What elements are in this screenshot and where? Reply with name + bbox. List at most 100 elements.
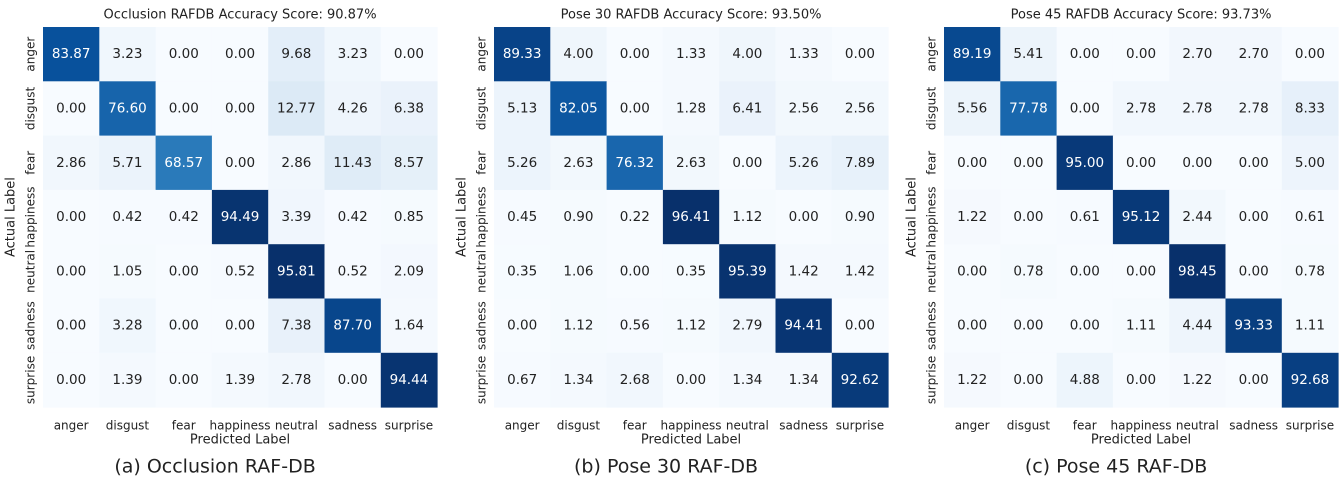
- y-axis-label: Actual Label: [4, 177, 19, 257]
- cell-label: 0.78: [1295, 263, 1325, 279]
- cell-label: 4.00: [732, 46, 762, 62]
- heatmap-cell: [99, 189, 157, 245]
- cell-label: 0.00: [957, 155, 987, 171]
- cell-label: 0.00: [1013, 209, 1043, 225]
- heatmap-cell: [99, 352, 157, 408]
- x-tick-label: anger: [54, 419, 89, 433]
- cell-label: 0.00: [620, 46, 650, 62]
- heatmap-cell: [155, 135, 213, 191]
- cell-label: 2.78: [1182, 100, 1212, 116]
- x-axis-label: Predicted Label: [641, 433, 741, 448]
- heatmap-cell: [662, 189, 720, 245]
- y-tick-label: disgust: [24, 86, 38, 130]
- heatmap-cell: [1169, 298, 1226, 354]
- cell-label: 0.45: [507, 209, 537, 225]
- x-tick-label: sadness: [1229, 419, 1278, 433]
- cell-label: 94.49: [221, 209, 260, 225]
- heatmap-cell: [831, 352, 889, 408]
- heatmap-cell: [155, 244, 213, 299]
- heatmap-cell: [1000, 298, 1058, 354]
- cell-label: 94.41: [784, 318, 823, 334]
- cell-label: 0.00: [394, 46, 424, 62]
- cell-label: 1.22: [957, 372, 987, 388]
- heatmap-cell: [719, 27, 776, 82]
- heatmap-cell: [662, 135, 720, 191]
- heatmap-cell: [1225, 352, 1283, 408]
- cell-label: 2.44: [1182, 209, 1212, 225]
- cell-label: 76.60: [108, 100, 147, 116]
- cell-label: 0.00: [845, 46, 875, 62]
- cell-label: 1.33: [789, 46, 819, 62]
- cell-label: 11.43: [333, 155, 372, 171]
- heatmap-cell: [662, 27, 720, 82]
- cell-label: 0.90: [563, 209, 593, 225]
- heatmap-cell: [268, 244, 325, 299]
- cell-label: 0.00: [1013, 372, 1043, 388]
- cell-label: 1.06: [563, 263, 593, 279]
- y-tick-label: sadness: [925, 301, 939, 350]
- cell-label: 0.61: [1295, 209, 1325, 225]
- chart-title: Pose 45 RAFDB Accuracy Score: 93.73%: [1011, 8, 1272, 23]
- cell-label: 0.00: [957, 263, 987, 279]
- cell-label: 0.00: [1070, 318, 1100, 334]
- caption: (c) Pose 45 RAF-DB: [1025, 456, 1207, 478]
- heatmap-cell: [494, 27, 551, 82]
- heatmap-cell: [43, 27, 100, 82]
- heatmap-cell: [662, 244, 720, 299]
- cell-label: 4.44: [1182, 318, 1212, 334]
- cell-label: 2.78: [1126, 100, 1156, 116]
- cell-label: 8.33: [1295, 100, 1325, 116]
- y-tick-label: disgust: [925, 86, 939, 130]
- cell-label: 0.35: [507, 263, 537, 279]
- heatmap-cell: [494, 81, 551, 137]
- y-tick-label: disgust: [475, 86, 489, 130]
- heatmap-cell: [380, 189, 438, 245]
- x-tick-label: anger: [955, 419, 990, 433]
- heatmap-cell: [211, 135, 269, 191]
- x-tick-label: happiness: [1111, 419, 1172, 433]
- heatmap-cell: [211, 298, 269, 354]
- x-tick-label: fear: [623, 419, 647, 433]
- cell-label: 0.00: [1126, 372, 1156, 388]
- cell-label: 92.68: [1291, 372, 1330, 388]
- y-tick-label: neutral: [925, 250, 939, 293]
- x-tick-label: anger: [505, 419, 540, 433]
- heatmap-cell: [1225, 244, 1283, 299]
- heatmap-cell: [43, 81, 100, 137]
- x-tick-label: happiness: [661, 419, 722, 433]
- heatmap-cell: [380, 27, 438, 82]
- cell-label: 0.85: [394, 209, 424, 225]
- heatmap-cell: [43, 298, 100, 354]
- cell-label: 0.00: [225, 46, 255, 62]
- heatmap-cell: [1281, 27, 1339, 82]
- cell-label: 1.12: [676, 318, 706, 334]
- heatmap-cell: [606, 135, 664, 191]
- cell-label: 92.62: [841, 372, 880, 388]
- cell-label: 1.33: [676, 46, 706, 62]
- cell-label: 2.70: [1182, 46, 1212, 62]
- cell-label: 4.88: [1070, 372, 1100, 388]
- heatmap-cell: [944, 244, 1001, 299]
- heatmap-cell: [1169, 352, 1226, 408]
- heatmap-cell: [662, 81, 720, 137]
- heatmap-cell: [775, 27, 833, 82]
- heatmap-cell: [268, 298, 325, 354]
- y-tick-label: neutral: [475, 250, 489, 293]
- heatmap-cell: [831, 27, 889, 82]
- cell-label: 0.00: [1126, 46, 1156, 62]
- cell-label: 7.89: [845, 155, 875, 171]
- y-tick-label: neutral: [24, 250, 38, 293]
- heatmap-cell: [155, 352, 213, 408]
- cell-label: 95.81: [277, 263, 316, 279]
- cell-label: 1.39: [112, 372, 142, 388]
- heatmap-cell: [719, 135, 776, 191]
- cell-label: 77.78: [1009, 100, 1048, 116]
- cell-label: 0.00: [169, 263, 199, 279]
- heatmap-cell: [324, 244, 382, 299]
- heatmap-cell: [155, 27, 213, 82]
- cell-label: 0.00: [1239, 155, 1269, 171]
- cell-label: 0.00: [676, 372, 706, 388]
- heatmap-cell: [1000, 352, 1058, 408]
- y-tick-label: sadness: [24, 301, 38, 350]
- heatmap-cell: [1056, 189, 1114, 245]
